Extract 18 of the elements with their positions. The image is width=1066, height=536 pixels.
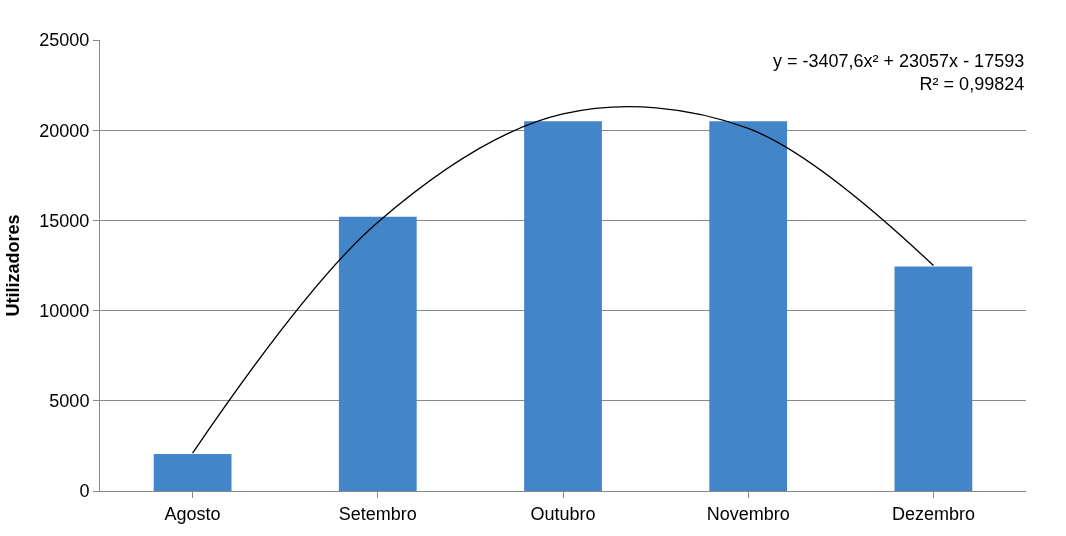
x-tick-label: Agosto: [164, 503, 221, 524]
y-tick-label: 0: [79, 481, 90, 502]
bar: [709, 121, 788, 491]
x-tick-label: Setembro: [338, 503, 417, 524]
bar: [894, 266, 973, 491]
bar: [524, 121, 602, 491]
x-tick-label: Novembro: [706, 503, 790, 524]
y-tick-label: 10000: [39, 300, 90, 321]
y-tick-label: 5000: [49, 391, 90, 412]
annotation: y = -3407,6x² + 23057x - 17593 R² = 0,99824: [773, 51, 1025, 95]
bar: [338, 216, 417, 491]
x-tick-label: Outubro: [530, 503, 596, 524]
y-axis-title: Utilizadores: [2, 214, 23, 317]
y-tick-label: 20000: [39, 120, 90, 141]
y-tick-label: 15000: [39, 210, 90, 231]
y-tick-label: 25000: [39, 30, 90, 51]
x-tick-label: Dezembro: [891, 503, 975, 524]
bar: [153, 454, 232, 491]
